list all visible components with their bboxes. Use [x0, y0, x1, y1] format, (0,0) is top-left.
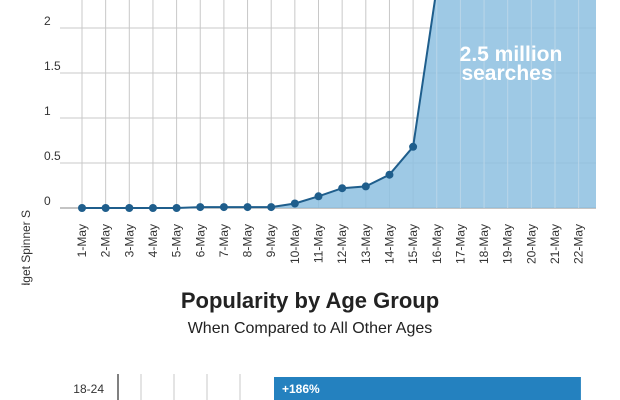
annotation-line-2: searches	[461, 62, 552, 85]
searches-area-chart: 00.511.522.5 1-May2-May3-May4-May5-May6-…	[19, 0, 596, 285]
data-points	[78, 142, 418, 212]
x-tick-label: 14-May	[382, 224, 396, 264]
x-tick-label: 5-May	[170, 224, 184, 257]
bar-18-24	[274, 377, 581, 400]
x-tick-label: 15-May	[406, 224, 420, 264]
bar-value-label: +186%	[282, 382, 320, 396]
y-tick-label: 0	[44, 194, 51, 208]
age-chart-title: Popularity by Age Group	[180, 288, 440, 313]
data-point-15-May	[409, 142, 418, 151]
data-point-11-May	[314, 192, 323, 201]
data-point-5-May	[172, 204, 181, 212]
x-tick-label: 16-May	[430, 224, 444, 264]
bar-category-label: 18-24	[73, 382, 104, 396]
x-tick-label: 3-May	[122, 224, 136, 257]
y-tick-label: 0.5	[44, 149, 61, 163]
data-point-10-May	[290, 199, 299, 208]
bar-chart-grid	[117, 374, 241, 400]
data-point-4-May	[148, 204, 157, 212]
data-point-9-May	[267, 203, 276, 212]
x-tick-label: 6-May	[193, 224, 207, 257]
x-tick-label: 19-May	[501, 224, 515, 264]
data-point-3-May	[125, 204, 134, 212]
data-point-13-May	[361, 182, 370, 191]
x-tick-label: 20-May	[524, 224, 538, 264]
data-point-12-May	[338, 184, 347, 193]
x-tick-label: 11-May	[312, 224, 326, 263]
annotation-line-1: 2.5 million	[460, 43, 563, 66]
data-point-8-May	[243, 203, 252, 212]
x-tick-label: 21-May	[548, 224, 562, 264]
y-axis-ticks: 00.511.522.5	[44, 14, 61, 208]
data-point-14-May	[385, 170, 394, 179]
x-tick-label: 13-May	[359, 224, 373, 264]
x-tick-label: 18-May	[477, 224, 491, 264]
data-point-2-May	[101, 204, 110, 212]
y-tick-label: 2	[44, 14, 51, 28]
data-point-1-May	[78, 204, 86, 212]
x-tick-label: 17-May	[453, 224, 467, 264]
y-axis-label: Index: Average Fidget Spinner S	[19, 210, 33, 285]
x-tick-label: 2-May	[99, 224, 113, 257]
bar-series: 18-24 +186%	[73, 377, 581, 400]
x-tick-label: 1-May	[75, 224, 89, 257]
series-line	[82, 0, 436, 209]
x-tick-label: 12-May	[335, 224, 349, 264]
area-fill	[82, 0, 596, 208]
x-tick-label: 8-May	[241, 224, 255, 257]
x-tick-label: 4-May	[146, 224, 160, 257]
age-group-bar-chart: 18-24 +186%	[73, 374, 581, 400]
x-tick-label: 10-May	[288, 224, 302, 264]
data-point-6-May	[196, 203, 205, 212]
age-chart-subtitle: When Compared to All Other Ages	[187, 320, 433, 337]
y-tick-label: 1.5	[44, 59, 61, 73]
y-tick-label: 1	[44, 104, 51, 118]
x-tick-label: 7-May	[217, 224, 231, 257]
x-tick-label: 22-May	[572, 224, 586, 264]
x-tick-label: 9-May	[264, 224, 278, 257]
data-point-7-May	[219, 203, 228, 212]
x-axis-ticks: 1-May 2-May 3-May 4-May 5-May 6-May 7-May 8-May…	[75, 224, 586, 264]
